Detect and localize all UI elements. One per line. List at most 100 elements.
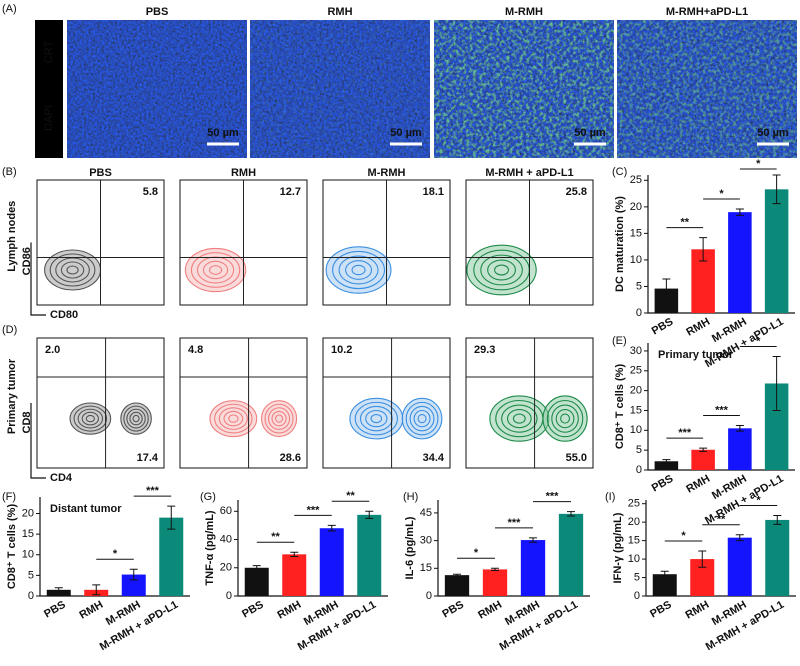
- contour: [190, 252, 241, 288]
- error-bar: [92, 584, 101, 596]
- y-tick-label: 15: [628, 535, 640, 547]
- bar: [764, 383, 789, 470]
- error-bar: [167, 505, 176, 530]
- y-tick-label: 0: [226, 590, 232, 602]
- significance-label: *: [719, 188, 724, 200]
- y-tick-label: 45: [420, 507, 432, 519]
- x-tick-label: PBS: [648, 599, 674, 621]
- x-tick-label: PBS: [440, 599, 466, 621]
- contour: [487, 259, 516, 281]
- y-tick-label: 30: [420, 535, 432, 547]
- quadrant-value: 34.4: [423, 452, 445, 464]
- significance-label: ***: [715, 404, 729, 416]
- plot-title: RMH: [231, 167, 256, 179]
- contour: [228, 414, 239, 423]
- bar: [282, 554, 307, 596]
- y-tick-label: 20: [220, 562, 232, 574]
- contour: [208, 265, 223, 275]
- scale-bar-label: 50 µm: [390, 127, 422, 139]
- significance-label: *: [113, 548, 118, 560]
- contour: [69, 402, 112, 435]
- x-tick-label: PBS: [650, 316, 676, 338]
- error-bar: [773, 515, 782, 525]
- x-tick-label: RMH: [684, 473, 712, 496]
- bar: [558, 513, 584, 596]
- y-tick-label: 5: [634, 571, 640, 583]
- y-tick-label: 10: [22, 549, 34, 561]
- error-bar: [735, 425, 744, 432]
- y-tick-label: 25: [630, 365, 642, 377]
- y-tick-label: 10: [630, 424, 642, 436]
- contour: [44, 249, 102, 291]
- image-title: M-RMH: [505, 6, 543, 18]
- x-tick-label: PBS: [240, 599, 266, 621]
- y-tick-label: 5: [636, 280, 642, 292]
- contour: [351, 264, 366, 276]
- contour: [466, 244, 537, 296]
- panel-label: (G): [200, 491, 216, 503]
- quadrant-value: 28.6: [280, 452, 301, 464]
- significance-label: *: [681, 530, 686, 542]
- contour: [480, 254, 523, 286]
- y-tick-label: 0: [636, 464, 642, 476]
- y-axis-label: TNF-α (pg/mL): [204, 510, 216, 586]
- y-tick-label: 0: [634, 590, 640, 602]
- x-tick-label: RMH: [683, 599, 711, 622]
- error-bar: [772, 355, 781, 411]
- contour: [409, 405, 435, 432]
- bar: [765, 519, 790, 596]
- contour: [85, 414, 95, 423]
- panel-label: (F): [2, 491, 16, 503]
- error-bar: [252, 565, 261, 571]
- quadrant-value: 12.7: [280, 186, 301, 198]
- error-bar: [365, 510, 374, 519]
- contour: [132, 414, 140, 423]
- error-bar: [491, 567, 499, 572]
- x-tick-label: PBS: [650, 473, 676, 495]
- stain-strip: [35, 20, 63, 158]
- y-tick-label: 20: [630, 385, 642, 397]
- bar: [764, 189, 789, 313]
- scale-bar-label: 50 µm: [757, 127, 789, 139]
- significance-label: *: [756, 494, 761, 506]
- bar: [728, 212, 752, 313]
- y-tick-label: 20: [630, 201, 642, 213]
- contour: [501, 404, 538, 433]
- significance-label: *: [756, 158, 761, 170]
- y-axis-label: CD8⁺ T cells (%): [614, 364, 626, 450]
- panel-label: (A): [2, 3, 17, 15]
- quadrant-value: 55.0: [566, 452, 587, 464]
- contour: [370, 413, 383, 424]
- y-tick-label: 5: [28, 569, 34, 581]
- bar: [244, 567, 269, 596]
- y-tick-label: 10: [630, 254, 642, 266]
- contour: [546, 399, 584, 438]
- plot-title: M-RMH: [368, 167, 406, 179]
- y-axis-label: IFN-γ (pg/mL): [612, 512, 624, 583]
- contour: [218, 407, 248, 430]
- contour: [264, 403, 294, 434]
- image-title: RMH: [327, 6, 352, 18]
- bar: [46, 589, 71, 596]
- quadrant-value: 5.8: [143, 186, 158, 198]
- micrograph-crt: [67, 20, 247, 158]
- y-tick-label: 15: [630, 404, 642, 416]
- quadrant-value: 4.8: [188, 344, 203, 356]
- bar: [520, 540, 546, 596]
- contour: [560, 413, 571, 424]
- y-tick-label: 10: [628, 553, 640, 565]
- error-bar: [735, 208, 744, 216]
- error-bar: [529, 537, 537, 543]
- contour: [214, 403, 253, 434]
- plot-title: M-RMH + aPD-L1: [485, 167, 573, 179]
- panel-label: (C): [612, 166, 627, 178]
- bar: [357, 514, 382, 596]
- contour: [332, 250, 386, 290]
- contour: [73, 405, 108, 432]
- contour: [209, 400, 258, 438]
- quadrant-value: 18.1: [423, 186, 444, 198]
- error-bar: [567, 511, 575, 517]
- contour: [542, 395, 588, 442]
- bar: [691, 249, 715, 313]
- contour: [77, 408, 104, 429]
